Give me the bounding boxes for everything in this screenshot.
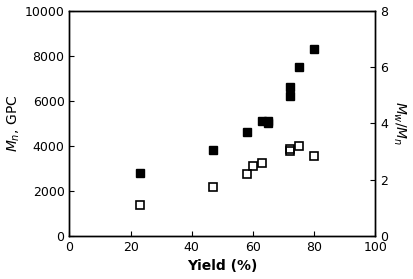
Y-axis label: $\mathit{M}_{n}$, GPC: $\mathit{M}_{n}$, GPC (5, 95, 22, 152)
Y-axis label: $\mathit{M}_{w}/\mathit{M}_{n}$: $\mathit{M}_{w}/\mathit{M}_{n}$ (391, 101, 408, 146)
X-axis label: Yield (%): Yield (%) (187, 259, 257, 273)
